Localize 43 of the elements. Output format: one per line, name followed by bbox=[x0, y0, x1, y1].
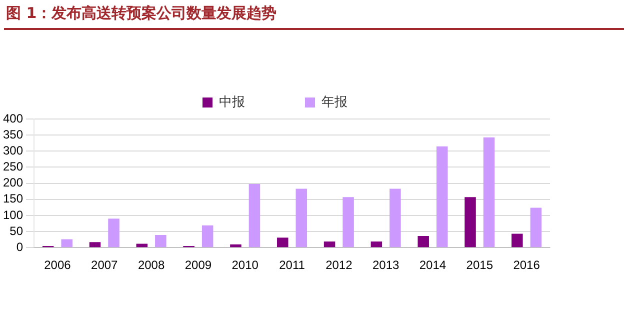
legend-label: 年报 bbox=[322, 94, 348, 110]
x-tick-label: 2007 bbox=[91, 258, 118, 272]
bar bbox=[155, 235, 166, 248]
bar bbox=[342, 197, 354, 248]
bar bbox=[390, 188, 401, 248]
bar bbox=[277, 238, 288, 248]
bar bbox=[370, 241, 382, 248]
bar bbox=[202, 225, 214, 248]
bar bbox=[483, 137, 495, 248]
bar bbox=[530, 208, 542, 248]
bar bbox=[61, 239, 72, 248]
x-tick-label: 2014 bbox=[419, 258, 446, 272]
bar bbox=[89, 242, 101, 248]
x-tick-label: 2016 bbox=[513, 258, 540, 272]
bar bbox=[436, 146, 448, 248]
bar bbox=[324, 241, 336, 248]
bar bbox=[248, 184, 260, 248]
x-tick-label: 2011 bbox=[279, 258, 306, 272]
bar bbox=[418, 236, 429, 248]
y-tick-label: 300 bbox=[2, 143, 24, 158]
y-tick-label: 200 bbox=[2, 176, 24, 190]
chart-title: 图 1：发布高送转预案公司数量发展趋势 bbox=[6, 4, 277, 23]
bar bbox=[108, 218, 120, 248]
y-tick-label: 100 bbox=[2, 208, 24, 222]
y-tick-label: 250 bbox=[2, 160, 24, 174]
bar bbox=[512, 234, 523, 248]
x-tick-label: 2013 bbox=[372, 258, 400, 272]
bar bbox=[136, 244, 148, 248]
y-tick-label: 0 bbox=[16, 240, 24, 254]
bar bbox=[464, 197, 476, 248]
y-tick-label: 50 bbox=[10, 224, 24, 238]
y-tick-label: 350 bbox=[2, 127, 24, 142]
x-tick-label: 2015 bbox=[466, 258, 494, 272]
bar bbox=[296, 188, 308, 248]
x-tick-label: 2008 bbox=[138, 258, 165, 272]
x-tick-label: 2006 bbox=[44, 258, 72, 272]
legend-label: 中报 bbox=[219, 94, 245, 110]
bar bbox=[230, 244, 242, 248]
y-tick-label: 400 bbox=[2, 111, 24, 126]
x-tick-label: 2012 bbox=[326, 258, 353, 272]
x-tick-label: 2009 bbox=[184, 258, 212, 272]
x-tick-label: 2010 bbox=[232, 258, 259, 272]
y-tick-label: 150 bbox=[2, 192, 24, 206]
